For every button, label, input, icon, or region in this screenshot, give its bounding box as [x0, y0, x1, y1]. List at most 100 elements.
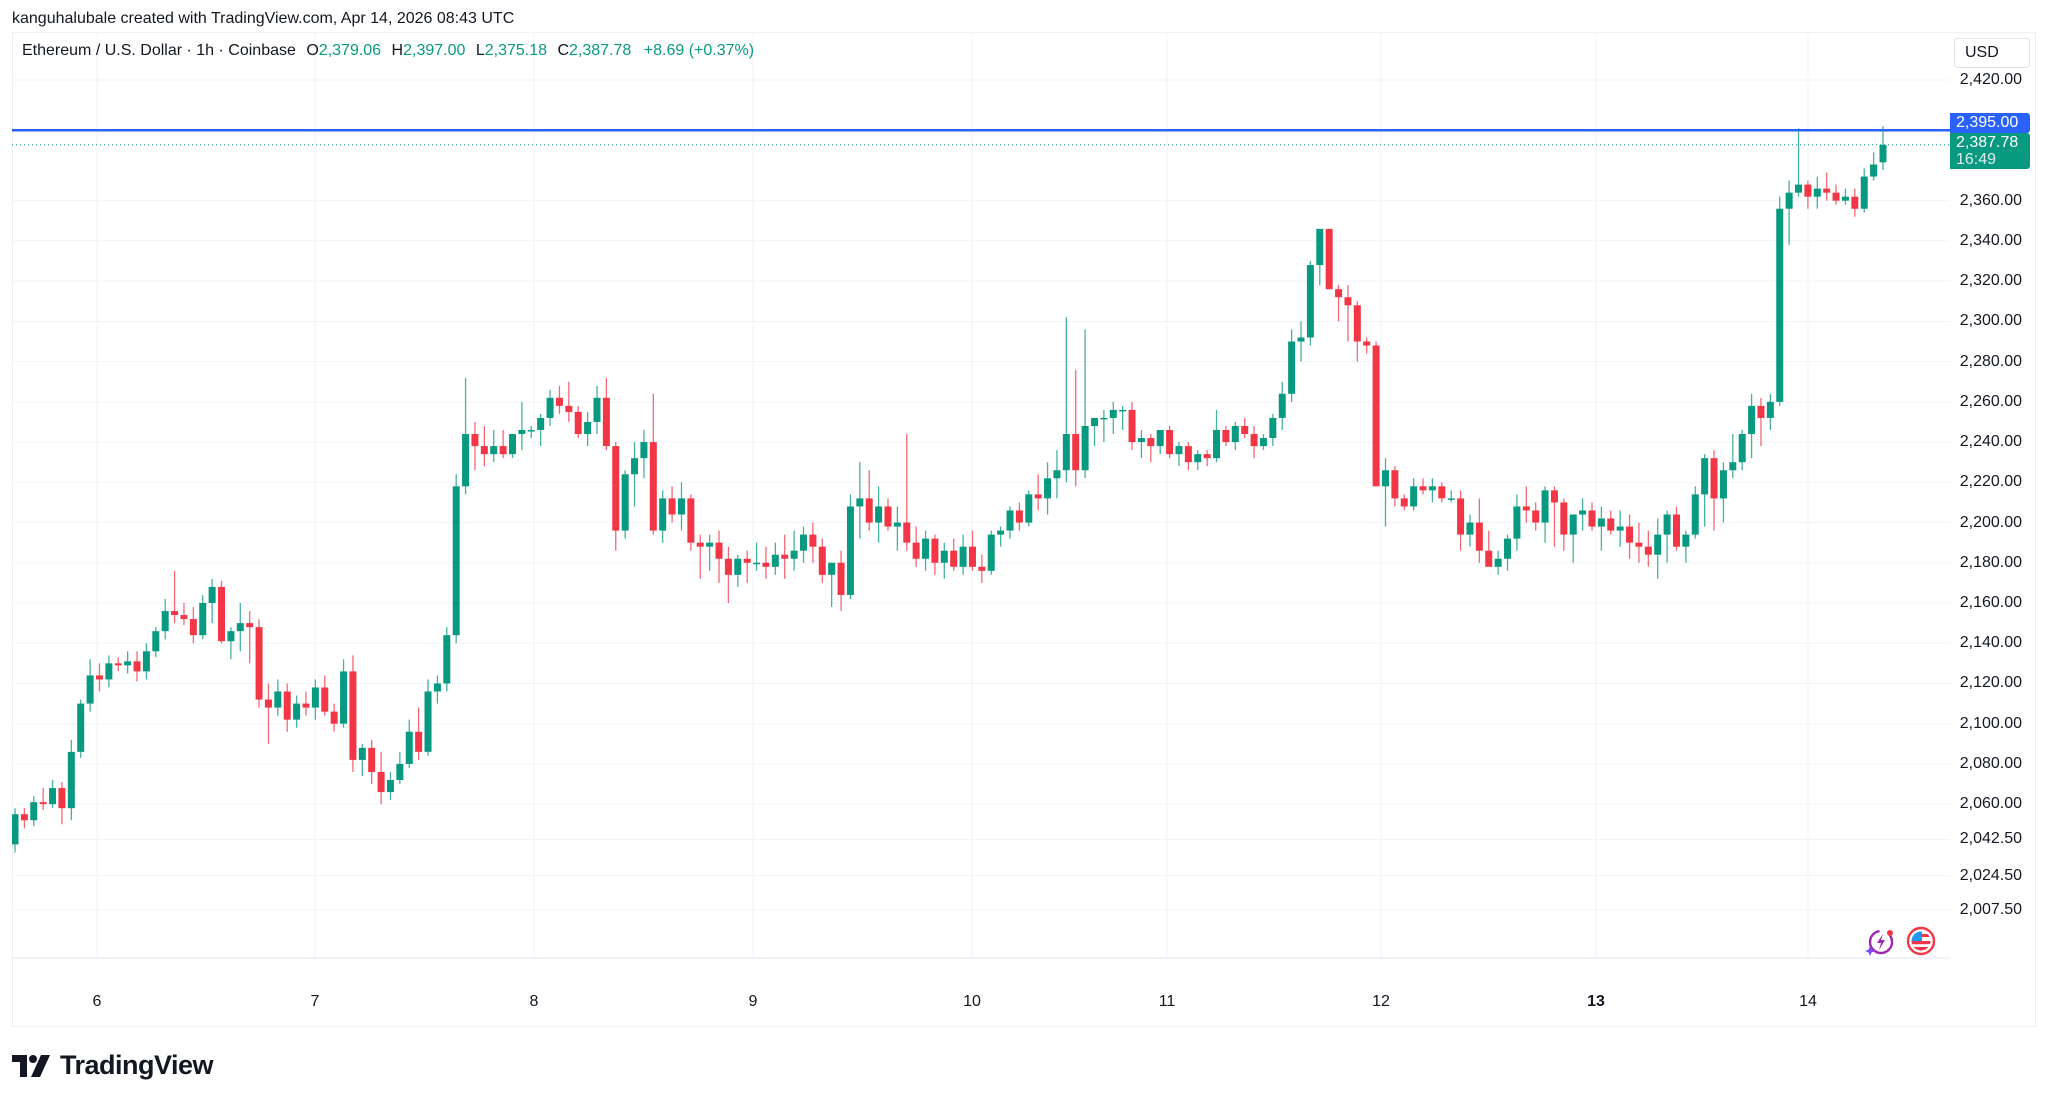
candle	[1466, 514, 1474, 547]
price-tick: 2,220.00	[1959, 473, 2022, 491]
chart-badges	[1864, 926, 1936, 963]
candle	[1316, 228, 1324, 286]
candle	[1569, 514, 1577, 563]
candle	[58, 782, 66, 825]
date-tick: 9	[748, 993, 758, 1010]
candle	[1785, 180, 1793, 245]
candle	[1053, 450, 1061, 499]
candle	[1250, 425, 1258, 459]
candle	[893, 506, 901, 551]
candle	[659, 490, 667, 543]
candle	[1391, 466, 1399, 507]
candle	[959, 534, 967, 575]
candle	[199, 594, 207, 640]
price-tick: 2,320.00	[1959, 272, 2022, 290]
candle	[1701, 454, 1709, 527]
price-tick: 2,360.00	[1959, 191, 2022, 209]
candle	[903, 434, 911, 551]
currency-button[interactable]: USD	[1954, 38, 2030, 68]
candle	[790, 530, 798, 571]
candle	[1363, 337, 1371, 354]
candle	[114, 657, 122, 672]
candle	[1222, 425, 1230, 447]
candle	[1137, 430, 1145, 459]
date-tick: 14	[1799, 993, 1817, 1010]
candle	[743, 550, 751, 583]
candle	[912, 526, 920, 567]
candle	[1766, 393, 1774, 431]
price-tick: 2,200.00	[1959, 513, 2022, 531]
candle	[39, 788, 47, 811]
hline-price-tag: 2,395.00	[1950, 113, 2030, 133]
price-tick: 2,240.00	[1959, 433, 2022, 451]
price-axis[interactable]: 2,420.00 2,360.00 2,340.00 2,320.00 2,300.00…	[1950, 32, 2036, 957]
low-label: L	[475, 42, 485, 59]
candle	[462, 377, 470, 495]
last-price-value: 2,387.78	[1956, 134, 2019, 151]
candle	[1532, 502, 1540, 531]
candle	[724, 546, 732, 603]
candle	[518, 401, 526, 451]
price-tick: 2,007.50	[1959, 900, 2022, 918]
candle	[1635, 522, 1643, 563]
candle	[1062, 317, 1070, 483]
candle	[424, 679, 432, 756]
candle	[1213, 409, 1221, 463]
candle	[1813, 176, 1821, 209]
us-flag-icon[interactable]	[1906, 926, 1936, 963]
candle	[152, 627, 160, 658]
tradingview-logo[interactable]: TradingView	[12, 1050, 214, 1081]
candle	[856, 462, 864, 539]
candle	[1475, 498, 1483, 563]
time-axis[interactable]: 6 7 8 9 10 11 12 13 14	[12, 957, 1950, 1029]
candle	[1335, 285, 1343, 322]
price-tick: 2,120.00	[1959, 674, 2022, 692]
candle	[236, 603, 244, 652]
candle	[1851, 188, 1859, 217]
price-tick: 2,024.50	[1959, 866, 2022, 884]
candle	[1381, 458, 1389, 527]
candle	[264, 683, 272, 744]
ai-spark-icon[interactable]	[1864, 926, 1896, 963]
candle	[593, 385, 601, 435]
candle	[584, 411, 592, 447]
price-tick: 2,100.00	[1959, 714, 2022, 732]
candle	[1128, 401, 1136, 451]
close-label: C	[557, 42, 570, 59]
candle	[1025, 490, 1033, 527]
candle	[311, 679, 319, 720]
price-tick: 2,280.00	[1959, 352, 2022, 370]
candle	[987, 530, 995, 575]
candle	[1729, 434, 1737, 479]
candle	[1579, 498, 1587, 531]
candle	[67, 739, 75, 821]
candle	[1419, 478, 1427, 495]
candle	[405, 719, 413, 768]
candle	[1015, 502, 1023, 531]
open-value: 2,379.06	[318, 42, 382, 59]
candle	[631, 442, 639, 507]
candle	[1100, 409, 1108, 443]
candle	[555, 385, 563, 414]
candle	[415, 707, 423, 760]
candle	[1278, 381, 1286, 431]
candle	[283, 683, 291, 732]
candle	[1175, 442, 1183, 467]
candle	[499, 430, 507, 459]
tradingview-logo-icon	[12, 1054, 50, 1077]
tradingview-logo-text: TradingView	[60, 1050, 214, 1080]
candlestick-plot[interactable]	[12, 32, 1950, 957]
candle	[189, 607, 197, 644]
candle	[1719, 462, 1727, 523]
candle	[875, 486, 883, 543]
candle	[1626, 514, 1634, 559]
candle	[1438, 482, 1446, 503]
date-tick: 8	[529, 993, 539, 1010]
candle	[753, 542, 761, 571]
candle	[1156, 430, 1164, 455]
candle	[86, 659, 94, 712]
price-tick: 2,140.00	[1959, 634, 2022, 652]
candle	[1166, 425, 1174, 459]
symbol-title[interactable]: Ethereum / U.S. Dollar · 1h · Coinbase	[22, 42, 296, 59]
candle	[809, 522, 817, 563]
